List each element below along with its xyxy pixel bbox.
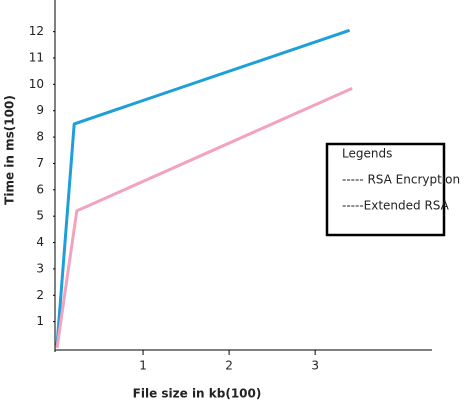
- series-line: [55, 28, 351, 346]
- y-tick-label: 11: [29, 51, 44, 65]
- y-tick-label: 2: [36, 288, 44, 302]
- legend-entry: ----- RSA Encryption: [342, 173, 460, 187]
- y-tick-label: 8: [36, 130, 44, 144]
- y-tick-label: 9: [36, 103, 44, 117]
- y-tick-label: 6: [36, 182, 44, 196]
- x-tick-label: 2: [225, 359, 233, 373]
- legend-box: [325, 142, 446, 237]
- legend-title: Legends: [342, 147, 392, 161]
- y-tick-label: 12: [29, 24, 44, 38]
- series-line: [55, 86, 353, 349]
- x-tick-label: 1: [139, 359, 147, 373]
- y-tick-label: 10: [29, 77, 44, 91]
- y-tick-label: 3: [36, 261, 44, 275]
- legend-entry: -----Extended RSA: [342, 199, 450, 213]
- x-axis-title: File size in kb(100): [133, 387, 262, 401]
- y-tick-label: 7: [36, 156, 44, 170]
- y-tick-label: 4: [36, 235, 44, 249]
- x-tick-label: 3: [311, 359, 319, 373]
- y-tick-label: 1: [36, 314, 44, 328]
- y-tick-label: 5: [36, 209, 44, 223]
- y-axis-title: Time in ms(100): [3, 95, 17, 205]
